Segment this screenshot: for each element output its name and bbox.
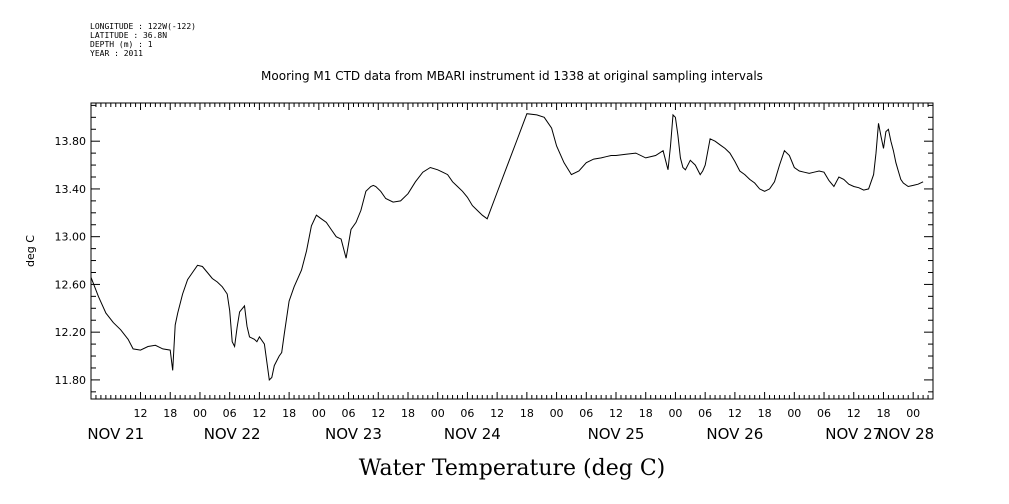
date-label: NOV 28: [877, 425, 934, 443]
date-label: NOV 25: [588, 425, 645, 443]
x-tick-label: 18: [163, 407, 177, 420]
depth-label: DEPTH (m) : 1: [90, 40, 153, 49]
x-tick-label: 00: [787, 407, 801, 420]
x-tick-label: 12: [371, 407, 385, 420]
x-tick-label: 12: [490, 407, 504, 420]
x-axis-label: Water Temperature (deg C): [359, 456, 666, 481]
x-tick-label: 06: [223, 407, 237, 420]
x-tick-label: 18: [639, 407, 653, 420]
date-label: NOV 23: [325, 425, 382, 443]
date-label: NOV 27: [825, 425, 882, 443]
x-tick-label: 00: [906, 407, 920, 420]
x-tick-label: 06: [698, 407, 712, 420]
y-tick-label: 11.80: [55, 374, 87, 387]
date-label: NOV 22: [204, 425, 261, 443]
x-tick-label: 12: [252, 407, 266, 420]
x-tick-label: 12: [847, 407, 861, 420]
axis-ticks: [90, 103, 934, 399]
x-tick-label: 06: [460, 407, 474, 420]
x-tick-label: 18: [520, 407, 534, 420]
chart-title: Mooring M1 CTD data from MBARI instrumen…: [261, 69, 763, 83]
date-label: NOV 21: [87, 425, 144, 443]
x-tick-label: 12: [728, 407, 742, 420]
x-tick-label: 18: [401, 407, 415, 420]
x-tick-label: 00: [193, 407, 207, 420]
x-tick-label: 00: [550, 407, 564, 420]
x-tick-label: 00: [668, 407, 682, 420]
longitude-label: LONGITUDE : 122W(-122): [90, 22, 196, 31]
axis-labels: 12 18 00 06 12 18 00 06 12 18 00 06 12 18 00 06 12 18 00 06…: [55, 135, 935, 443]
y-tick-label: 12.60: [55, 278, 87, 291]
year-label: YEAR : 2011: [90, 49, 143, 58]
x-tick-label: 12: [609, 407, 623, 420]
x-tick-label: 00: [431, 407, 445, 420]
x-tick-label: 18: [876, 407, 890, 420]
y-tick-label: 13.80: [55, 135, 87, 148]
x-tick-label: 12: [134, 407, 148, 420]
plot-frame: [90, 102, 934, 400]
series-line: [90, 113, 924, 381]
x-tick-label: 06: [342, 407, 356, 420]
x-tick-label: 18: [282, 407, 296, 420]
metadata-block: LONGITUDE : 122W(-122) LATITUDE : 36.8N …: [90, 22, 196, 58]
x-tick-label: 06: [579, 407, 593, 420]
x-tick-label: 18: [758, 407, 772, 420]
latitude-label: LATITUDE : 36.8N: [90, 31, 168, 40]
y-tick-label: 13.00: [55, 231, 87, 244]
y-axis-label: deg C: [24, 235, 37, 267]
x-tick-label: 06: [817, 407, 831, 420]
x-tick-label: 00: [312, 407, 326, 420]
date-label: NOV 24: [444, 425, 501, 443]
y-tick-label: 13.40: [55, 183, 87, 196]
y-tick-label: 12.20: [55, 326, 87, 339]
date-label: NOV 26: [706, 425, 763, 443]
